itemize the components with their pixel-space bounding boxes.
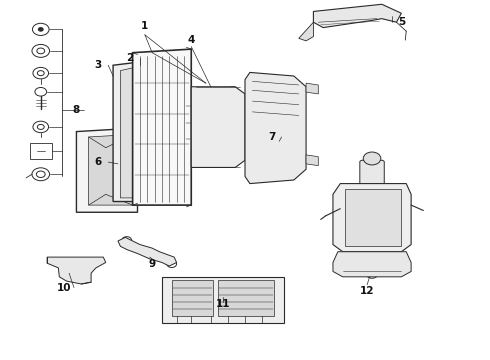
Text: 1: 1 [141,21,148,31]
Text: 9: 9 [148,259,156,269]
Polygon shape [218,280,274,316]
Polygon shape [245,72,306,184]
Text: 4: 4 [188,35,195,45]
Text: 8: 8 [73,105,80,115]
Circle shape [206,128,230,146]
Circle shape [343,196,401,239]
Circle shape [167,260,176,267]
Circle shape [93,201,99,206]
Polygon shape [306,83,318,94]
Polygon shape [162,277,284,323]
Text: 11: 11 [216,299,230,309]
Polygon shape [30,143,51,159]
Circle shape [122,237,132,244]
Circle shape [366,270,378,278]
Polygon shape [345,189,401,246]
Text: 6: 6 [95,157,102,167]
Polygon shape [333,252,411,277]
Polygon shape [47,257,106,284]
Polygon shape [314,4,401,28]
Polygon shape [113,60,157,202]
Circle shape [37,125,44,130]
Circle shape [32,168,49,181]
Circle shape [35,87,47,96]
Circle shape [37,48,45,54]
Circle shape [32,23,49,36]
Polygon shape [133,49,191,205]
Circle shape [228,87,238,94]
Text: 7: 7 [268,132,275,142]
Circle shape [228,159,238,166]
Polygon shape [76,128,138,212]
Polygon shape [121,63,152,198]
Polygon shape [118,237,176,266]
Circle shape [103,198,113,205]
Text: 2: 2 [126,53,134,63]
Polygon shape [172,280,213,316]
Polygon shape [299,22,314,41]
FancyBboxPatch shape [360,160,384,185]
Circle shape [270,123,289,137]
Polygon shape [306,155,318,166]
Circle shape [363,152,381,165]
Polygon shape [191,87,245,167]
Polygon shape [333,184,411,252]
Text: 10: 10 [57,283,72,293]
Circle shape [36,171,45,177]
Text: 5: 5 [398,17,405,27]
Circle shape [33,67,49,79]
Polygon shape [89,134,133,205]
Text: 12: 12 [360,286,374,296]
Circle shape [32,44,49,57]
Circle shape [360,209,384,226]
Ellipse shape [181,90,245,155]
Circle shape [37,71,44,76]
Circle shape [38,28,43,31]
Text: 3: 3 [95,60,102,70]
Circle shape [33,121,49,133]
